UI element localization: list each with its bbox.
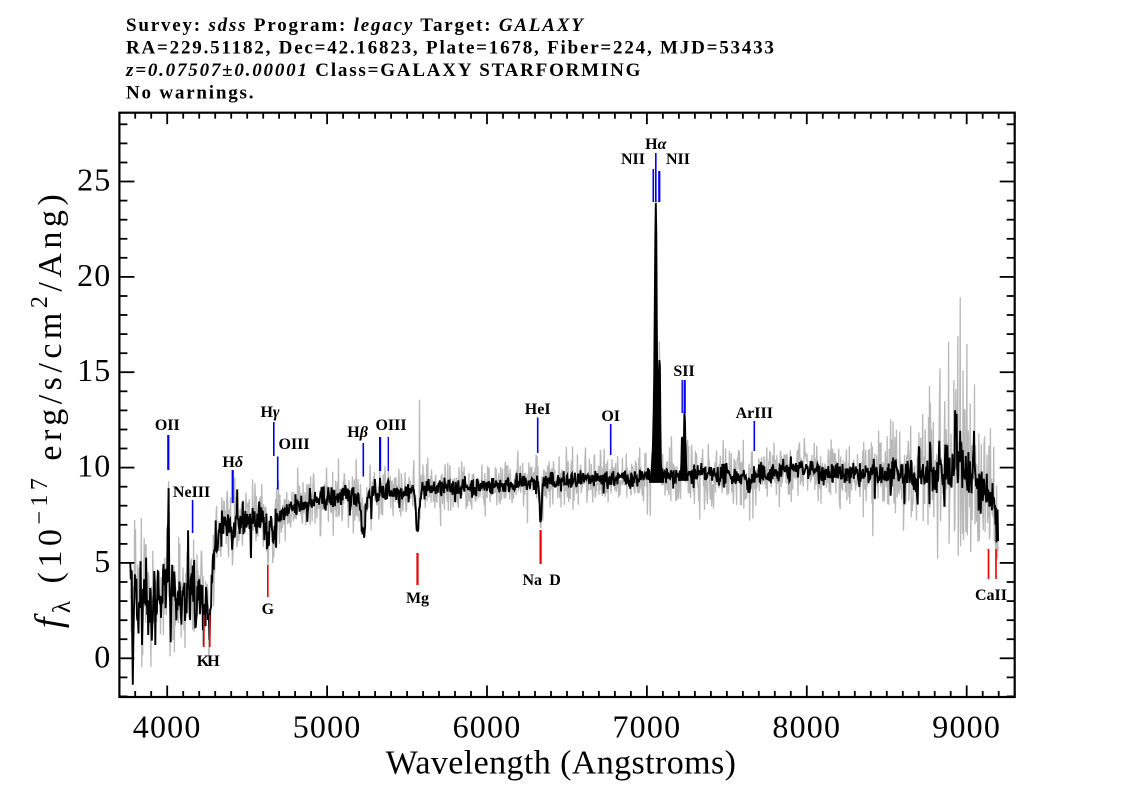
svg-text:G: G [262,601,275,618]
svg-text:NII: NII [666,151,690,168]
svg-text:8000: 8000 [772,709,841,745]
svg-text:H: H [207,653,220,670]
svg-text:CaII: CaII [975,587,1007,604]
svg-text:5000: 5000 [293,709,362,745]
svg-text:NeIII: NeIII [173,484,210,501]
svg-text:HeI: HeI [525,401,551,418]
svg-text:K: K [197,653,210,670]
svg-text:Survey: sdss Program: legacy T: Survey: sdss Program: legacy Target: GAL… [126,15,585,36]
svg-text:0: 0 [94,638,111,674]
svg-text:OI: OI [601,408,620,425]
svg-text:Hγ: Hγ [260,404,279,421]
svg-text:20: 20 [77,257,111,293]
svg-text:15: 15 [77,352,111,388]
svg-text:4000: 4000 [133,709,202,745]
svg-text:z=0.07507±0.00001 Class=GALAXY: z=0.07507±0.00001 Class=GALAXY STARFORMI… [125,60,642,81]
svg-text:fλ (10−17 erg/s/cm2/Ang): fλ (10−17 erg/s/cm2/Ang) [27,190,76,628]
svg-text:Mg: Mg [406,590,429,607]
svg-text:SII: SII [673,363,694,380]
svg-text:9000: 9000 [932,709,1001,745]
svg-text:25: 25 [77,162,111,198]
svg-text:6000: 6000 [453,709,522,745]
svg-text:10: 10 [77,448,111,484]
svg-text:OII: OII [155,417,180,434]
svg-text:Wavelength (Angstroms): Wavelength (Angstroms) [386,745,737,782]
svg-text:ArIII: ArIII [736,405,773,422]
svg-text:5: 5 [94,543,111,579]
svg-text:7000: 7000 [612,709,681,745]
svg-text:Hδ: Hδ [222,454,243,471]
svg-text:OIII: OIII [375,417,406,434]
svg-text:Hα: Hα [645,136,667,153]
svg-text:No warnings.: No warnings. [126,83,255,104]
svg-text:OIII: OIII [279,436,310,453]
svg-text:Hβ: Hβ [347,424,368,441]
svg-text:NII: NII [621,151,645,168]
svg-text:RA=229.51182, Dec=42.16823, Pl: RA=229.51182, Dec=42.16823, Plate=1678, … [126,38,776,59]
svg-text:Na D: Na D [522,572,560,589]
